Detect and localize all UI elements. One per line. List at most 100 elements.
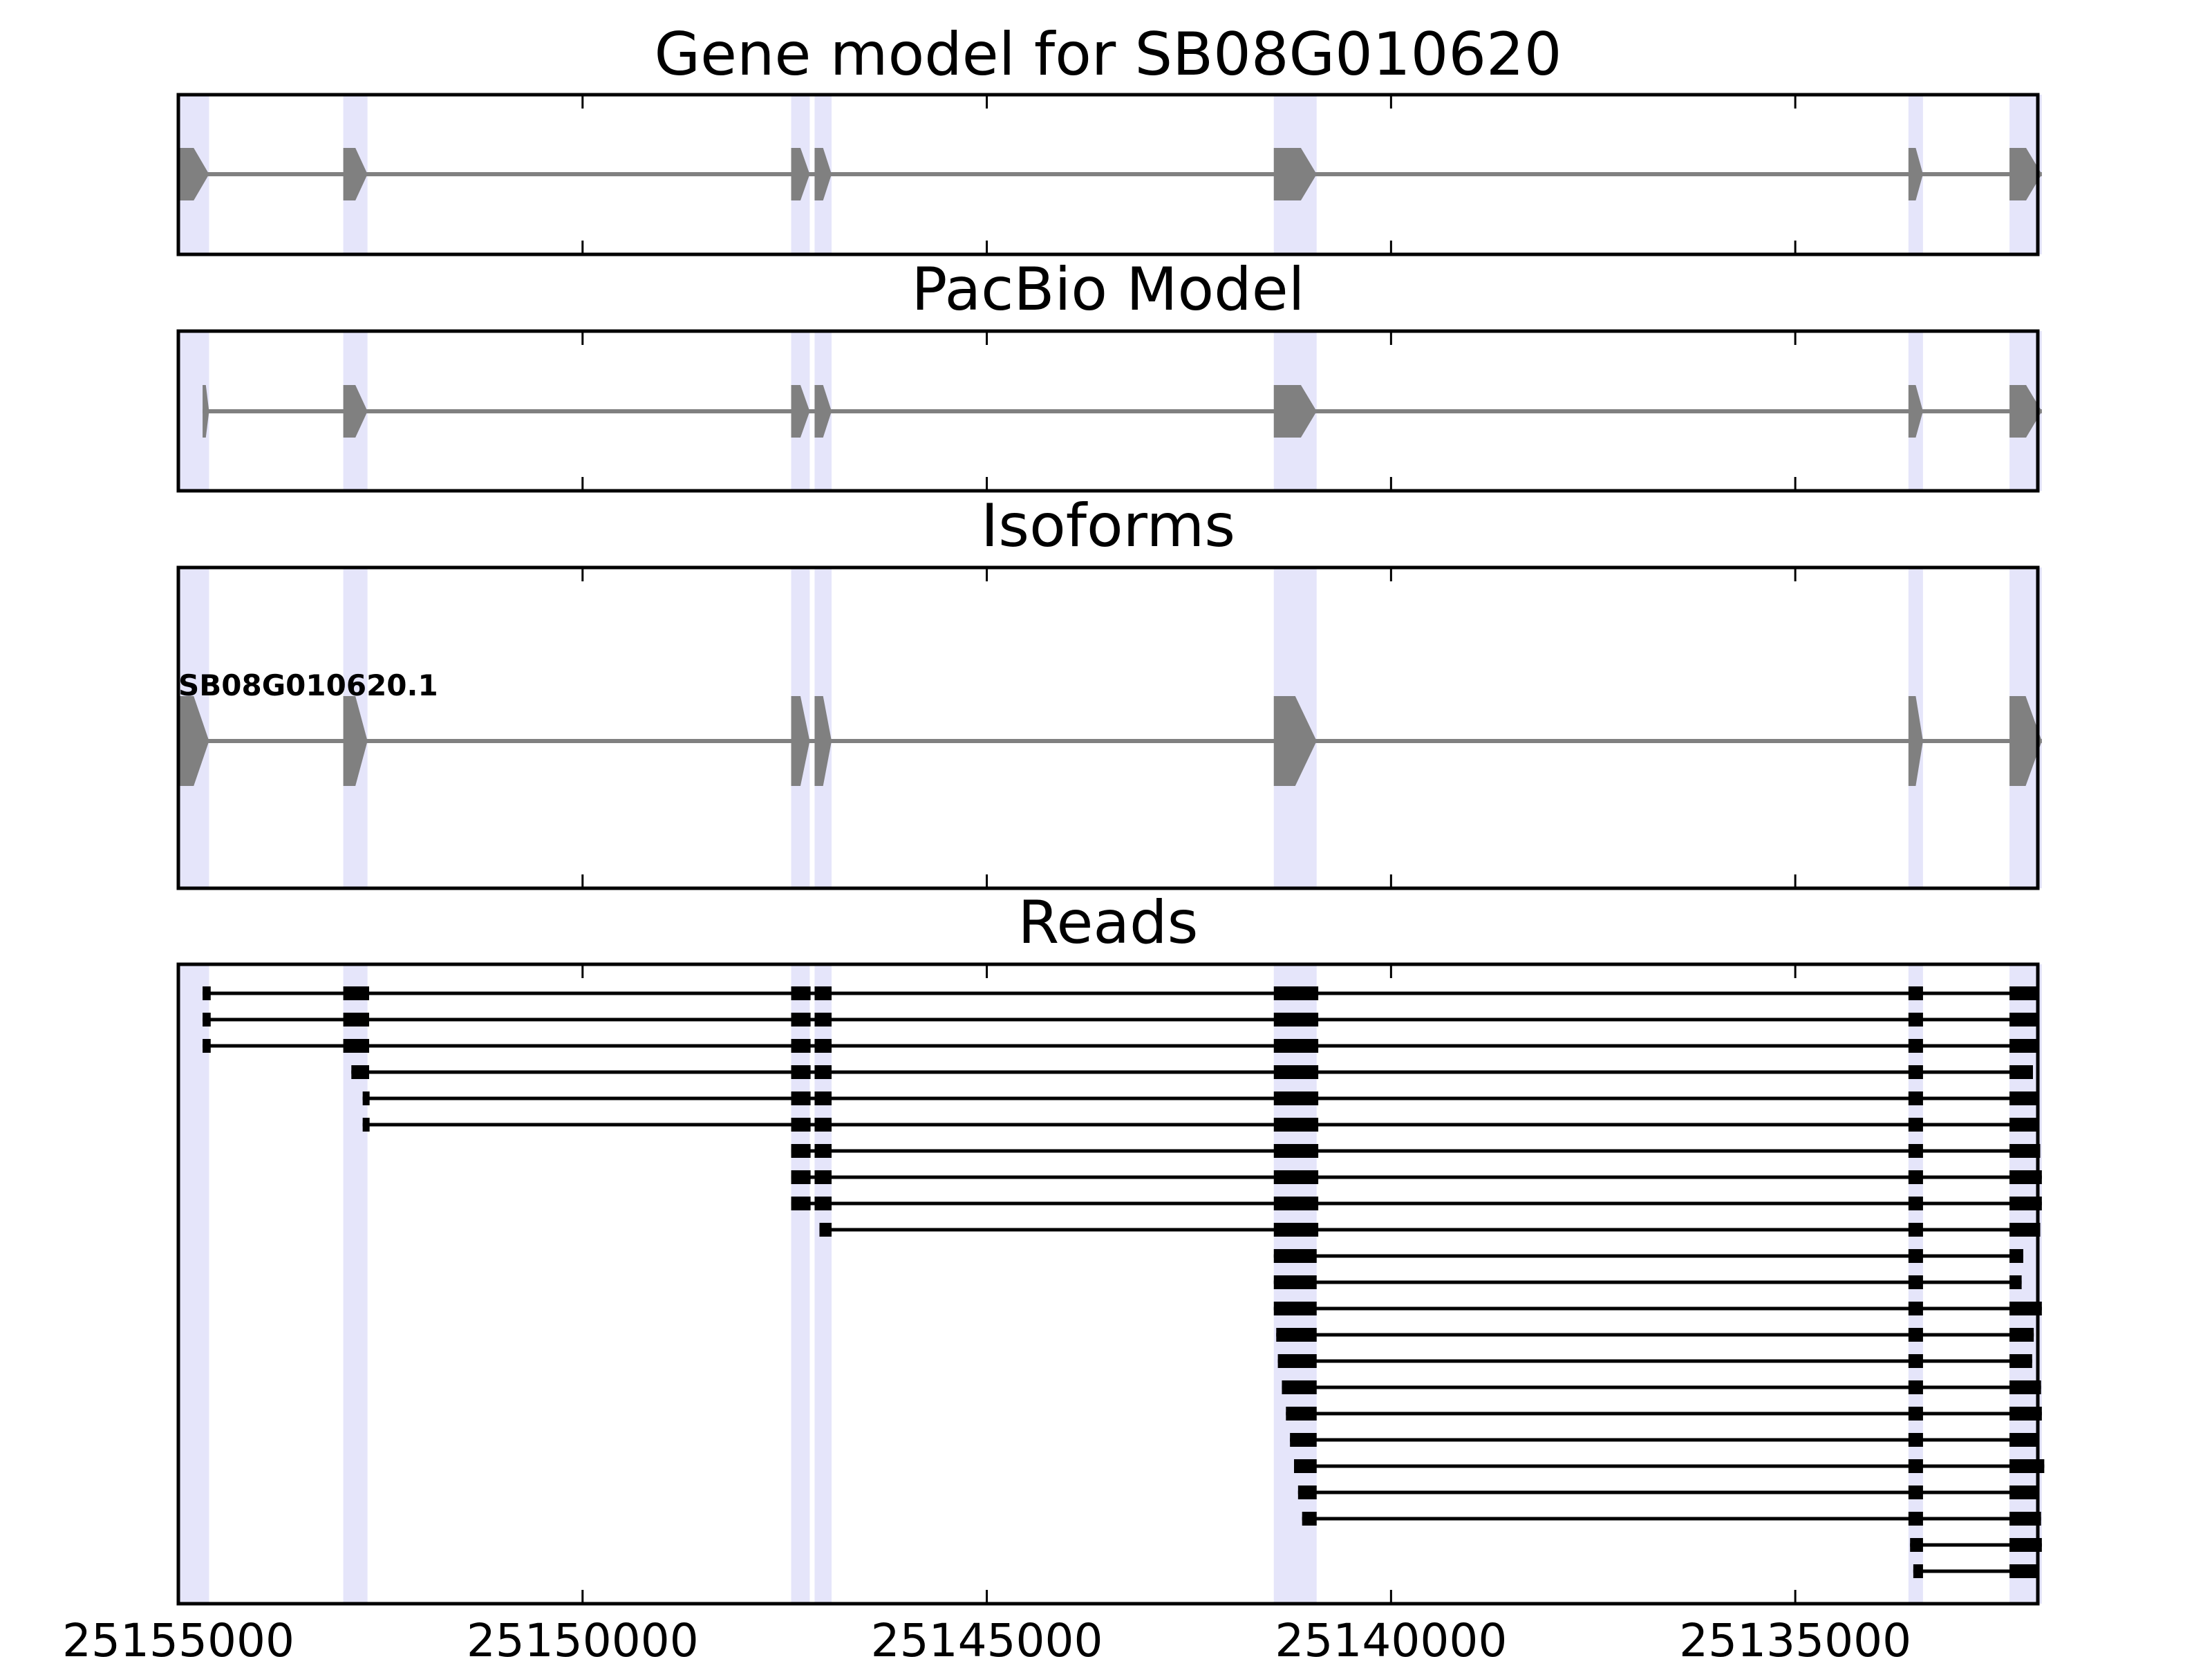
- read-block-7: [2009, 986, 2038, 1000]
- read-block-3: [2009, 1354, 2032, 1368]
- read-block-2: [1908, 1380, 1923, 1394]
- gene-model-title: Gene model for SB08G010620: [655, 20, 1562, 89]
- read-block-3: [2009, 1380, 2041, 1394]
- read-block-3: [1273, 1144, 1319, 1158]
- read-block-6: [2009, 1118, 2040, 1132]
- read-block-6: [1908, 986, 1923, 1000]
- read-block-3: [2009, 1328, 2034, 1342]
- x-tick-label: 25140000: [1275, 1614, 1507, 1659]
- read-block-2: [1908, 1433, 1923, 1447]
- read-block-3: [1273, 1197, 1319, 1210]
- read-block-1: [1302, 1512, 1317, 1526]
- read-block-3: [2009, 1433, 2040, 1447]
- read-block-1: [1294, 1459, 1317, 1473]
- read-block-4: [814, 1013, 832, 1027]
- read-1: [203, 986, 2038, 1000]
- read-4: [351, 1065, 2033, 1079]
- read-block-2: [1908, 1407, 1923, 1421]
- read-23: [1913, 1564, 2039, 1578]
- read-block-2: [814, 1197, 832, 1210]
- exon-4: [814, 696, 832, 786]
- read-18: [1290, 1433, 2040, 1447]
- read-17: [1286, 1407, 2042, 1421]
- pacbio-model-panel: [176, 329, 2042, 493]
- read-block-1: [1276, 1328, 1317, 1342]
- read-block-3: [814, 1118, 832, 1132]
- exon-7: [2009, 385, 2042, 438]
- read-block-1: [351, 1065, 370, 1079]
- exon-1: [178, 696, 209, 786]
- read-block-1: [1913, 1564, 1923, 1578]
- read-block-3: [2009, 1485, 2040, 1499]
- read-block-2: [1908, 1328, 1923, 1342]
- read-block-2: [1908, 1275, 1923, 1289]
- read-block-6: [2009, 1065, 2033, 1079]
- read-block-3: [2009, 1407, 2042, 1421]
- read-8: [791, 1170, 2042, 1184]
- read-block-3: [791, 1013, 811, 1027]
- exon-1: [178, 148, 209, 200]
- read-block-6: [1908, 1039, 1923, 1053]
- exon-2: [343, 696, 368, 786]
- read-block-2: [2009, 1538, 2042, 1552]
- read-9: [791, 1197, 2042, 1210]
- x-tick-label: 25145000: [871, 1614, 1103, 1659]
- read-block-3: [791, 986, 811, 1000]
- read-block-4: [1273, 1091, 1319, 1105]
- read-block-1: [819, 1223, 832, 1237]
- pacbio-model-title: PacBio Model: [911, 255, 1304, 324]
- read-block-2: [791, 1118, 811, 1132]
- read-block-1: [203, 1013, 211, 1027]
- read-block-6: [1908, 1013, 1923, 1027]
- read-block-3: [2009, 1459, 2045, 1473]
- panel-frame: [176, 565, 2040, 890]
- read-block-1: [1910, 1538, 1923, 1552]
- read-block-5: [1908, 1065, 1923, 1079]
- read-block-2: [814, 1170, 832, 1184]
- read-block-5: [1273, 986, 1319, 1000]
- panel-frame: [176, 962, 2040, 1606]
- x-tick-label: 25135000: [1679, 1614, 1911, 1659]
- exon-5: [1273, 696, 1317, 786]
- read-block-5: [1908, 1118, 1923, 1132]
- read-block-2: [343, 1013, 370, 1027]
- highlight-region-1: [178, 964, 209, 1604]
- read-block-4: [2009, 1223, 2041, 1237]
- read-block-1: [1273, 1249, 1317, 1263]
- read-20: [1297, 1485, 2040, 1499]
- read-block-2: [2009, 1564, 2039, 1578]
- exon-5: [1273, 385, 1317, 438]
- read-block-3: [2009, 1275, 2022, 1289]
- read-block-3: [1273, 1170, 1319, 1184]
- x-axis-tick-labels: 25155000 25150000 25145000 25140000 25135000: [62, 1614, 1911, 1659]
- read-block-2: [1908, 1485, 1923, 1499]
- exon-4: [814, 385, 832, 438]
- read-block-4: [1908, 1197, 1923, 1210]
- read-21: [1302, 1512, 2041, 1526]
- exon-3: [791, 385, 810, 438]
- isoforms-title: Isoforms: [981, 491, 1235, 561]
- read-block-3: [791, 1039, 811, 1053]
- read-block-2: [343, 1039, 370, 1053]
- isoforms-panel: [176, 565, 2042, 890]
- read-6: [362, 1118, 2040, 1132]
- exon-2: [343, 148, 368, 200]
- read-15: [1277, 1354, 2032, 1368]
- read-block-4: [1908, 1144, 1923, 1158]
- isoform-label: SB08G010620.1: [178, 668, 438, 702]
- read-block-5: [1908, 1091, 1923, 1105]
- read-block-1: [1277, 1354, 1317, 1368]
- read-block-1: [1297, 1485, 1317, 1499]
- reads-panel: [176, 962, 2045, 1606]
- read-block-1: [791, 1170, 811, 1184]
- read-10: [819, 1223, 2041, 1237]
- exon-3: [791, 696, 810, 786]
- reads-title: Reads: [1018, 888, 1199, 957]
- read-block-3: [1908, 1223, 1923, 1237]
- read-14: [1276, 1328, 2034, 1342]
- read-13: [1273, 1302, 2042, 1315]
- exon-1: [203, 385, 209, 438]
- read-block-2: [814, 1144, 832, 1158]
- read-block-2: [1273, 1223, 1319, 1237]
